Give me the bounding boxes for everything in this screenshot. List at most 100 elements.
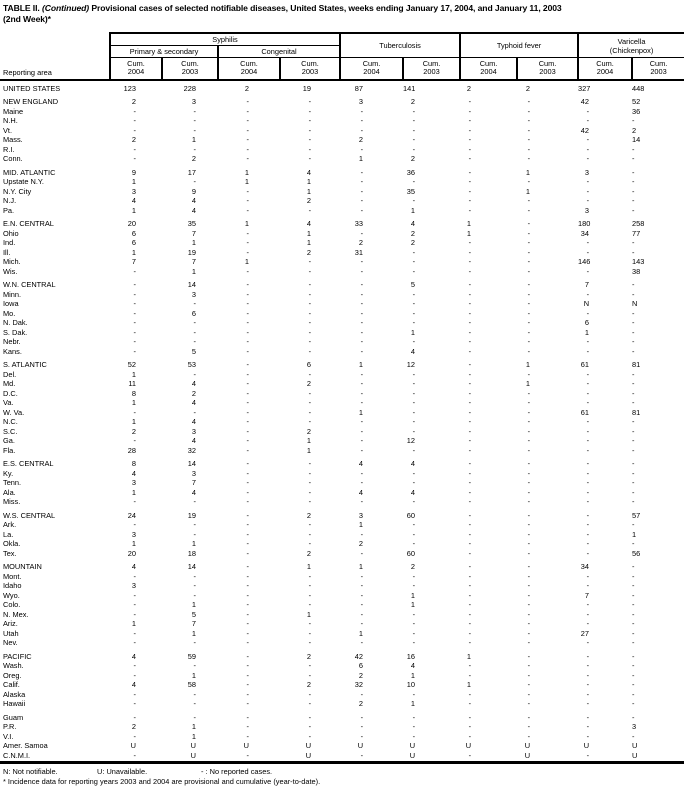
cell-value: - — [360, 638, 364, 648]
cell-value: 4 — [131, 468, 136, 478]
table-row: N. Mex. - 5 - 1 - - - - - - — [0, 610, 684, 620]
cell-value: - — [412, 388, 416, 398]
cell-value: - — [360, 379, 364, 389]
table-row: Mich. 7 7 1 - - - - - 146 143 — [0, 257, 684, 267]
cell-value: 2 — [358, 135, 364, 145]
year-label: 2003 — [181, 67, 199, 77]
cell-value: - — [246, 539, 249, 549]
cell-value: 42 — [580, 97, 590, 107]
cell-value: - — [133, 308, 136, 318]
cell-value: 1 — [306, 228, 312, 238]
cell-value: - — [527, 571, 531, 581]
cell-value: - — [468, 337, 472, 347]
cell-value: - — [527, 205, 531, 215]
cell-value: 32 — [354, 680, 364, 690]
cell-value: - — [586, 670, 590, 680]
table-row: Amer. Samoa U U U U U U U U U U — [0, 741, 684, 751]
table-row: Wis. - 1 - - - - - - - 38 — [0, 267, 684, 277]
cell-value: 6 — [131, 228, 136, 238]
cell-value: - — [412, 144, 416, 154]
cell-value: - — [246, 299, 249, 309]
cell-value: 4 — [191, 205, 196, 215]
cell-value: - — [632, 167, 635, 177]
table-row: W.S. CENTRAL 24 19 - 2 3 60 - - - 57 — [0, 511, 684, 521]
cell-value: - — [360, 468, 364, 478]
cell-value: - — [308, 407, 312, 417]
cell-value: - — [527, 247, 531, 257]
cell-value: - — [586, 571, 590, 581]
cell-value: - — [246, 529, 249, 539]
cell-value: - — [468, 497, 472, 507]
cell-value: 2 — [131, 426, 136, 436]
cell-value: 4 — [131, 562, 136, 572]
cell-value: - — [412, 247, 416, 257]
cell-value: 1 — [131, 417, 136, 427]
column-header-varicella-2004: Cum. 2004 — [577, 57, 633, 81]
cell-value: - — [360, 731, 364, 741]
cell-value: - — [246, 280, 249, 290]
cell-value: - — [193, 590, 196, 600]
cell-value: - — [468, 186, 472, 196]
table-header: Reporting area Syphilis Tuberculosis Typ… — [0, 32, 684, 81]
table-row: Calif. 4 58 - 2 32 10 1 - - - — [0, 680, 684, 690]
cell-value: - — [246, 750, 249, 760]
cell-value: - — [246, 106, 249, 116]
cell-value: - — [586, 308, 590, 318]
cell-value: - — [468, 417, 472, 427]
cell-value: - — [412, 638, 416, 648]
cell-value: - — [308, 289, 312, 299]
cell-value: - — [586, 426, 590, 436]
cell-value: - — [412, 609, 416, 619]
cell-value: 1 — [358, 360, 364, 370]
cell-value: - — [632, 497, 635, 507]
cell-value: 59 — [187, 651, 196, 661]
cell-value: - — [586, 487, 590, 497]
cell-value: 4 — [306, 219, 312, 229]
table-row: Ohio 6 7 - 1 - 2 1 - 34 77 — [0, 229, 684, 239]
cell-value: - — [586, 196, 590, 206]
cell-value: 2 — [358, 699, 364, 709]
cum-label: Cum. — [479, 59, 498, 68]
cell-value: - — [632, 638, 635, 648]
cell-value: - — [193, 144, 196, 154]
cell-value: - — [468, 590, 472, 600]
cell-value: 6 — [131, 238, 136, 248]
cell-value: - — [527, 510, 531, 520]
cell-value: 1 — [358, 407, 364, 417]
cell-value: - — [246, 445, 249, 455]
cell-value: 1 — [306, 436, 312, 446]
table-row: N.H. - - - - - - - - - - — [0, 116, 684, 126]
cell-value: - — [360, 712, 364, 722]
cell-value: 2 — [306, 680, 312, 690]
cell-value: - — [632, 154, 635, 164]
cell-value: 87 — [354, 83, 364, 93]
cell-value: - — [468, 628, 472, 638]
cell-value: - — [308, 116, 312, 126]
table-row: Vt. - - - - - - - - 42 2 — [0, 126, 684, 136]
cell-value: - — [586, 750, 590, 760]
cell-value: - — [586, 619, 590, 629]
cell-value: 7 — [191, 478, 196, 488]
cell-value: 1 — [466, 228, 472, 238]
cell-value: 141 — [403, 83, 416, 93]
cell-value: - — [632, 346, 635, 356]
cell-value: 1 — [244, 257, 249, 267]
cell-value: 6 — [358, 661, 364, 671]
cell-value: 1 — [191, 670, 196, 680]
cell-value: - — [246, 699, 249, 709]
cell-value: - — [468, 638, 472, 648]
cell-value: - — [193, 116, 196, 126]
cell-value: - — [308, 337, 312, 347]
cell-value: - — [360, 426, 364, 436]
reporting-area-cell: Ill. — [3, 247, 11, 257]
cell-value: 180 — [578, 219, 591, 229]
cell-value: - — [632, 628, 635, 638]
cell-value: - — [412, 722, 416, 732]
cell-value: 4 — [131, 196, 136, 206]
cum-label: Cum. — [301, 59, 319, 68]
cell-value: 24 — [127, 510, 136, 520]
table-title-line2: (2nd Week)* — [3, 14, 51, 24]
cell-value: - — [632, 478, 635, 488]
cell-value: - — [527, 619, 531, 629]
cell-value: N — [583, 299, 590, 309]
